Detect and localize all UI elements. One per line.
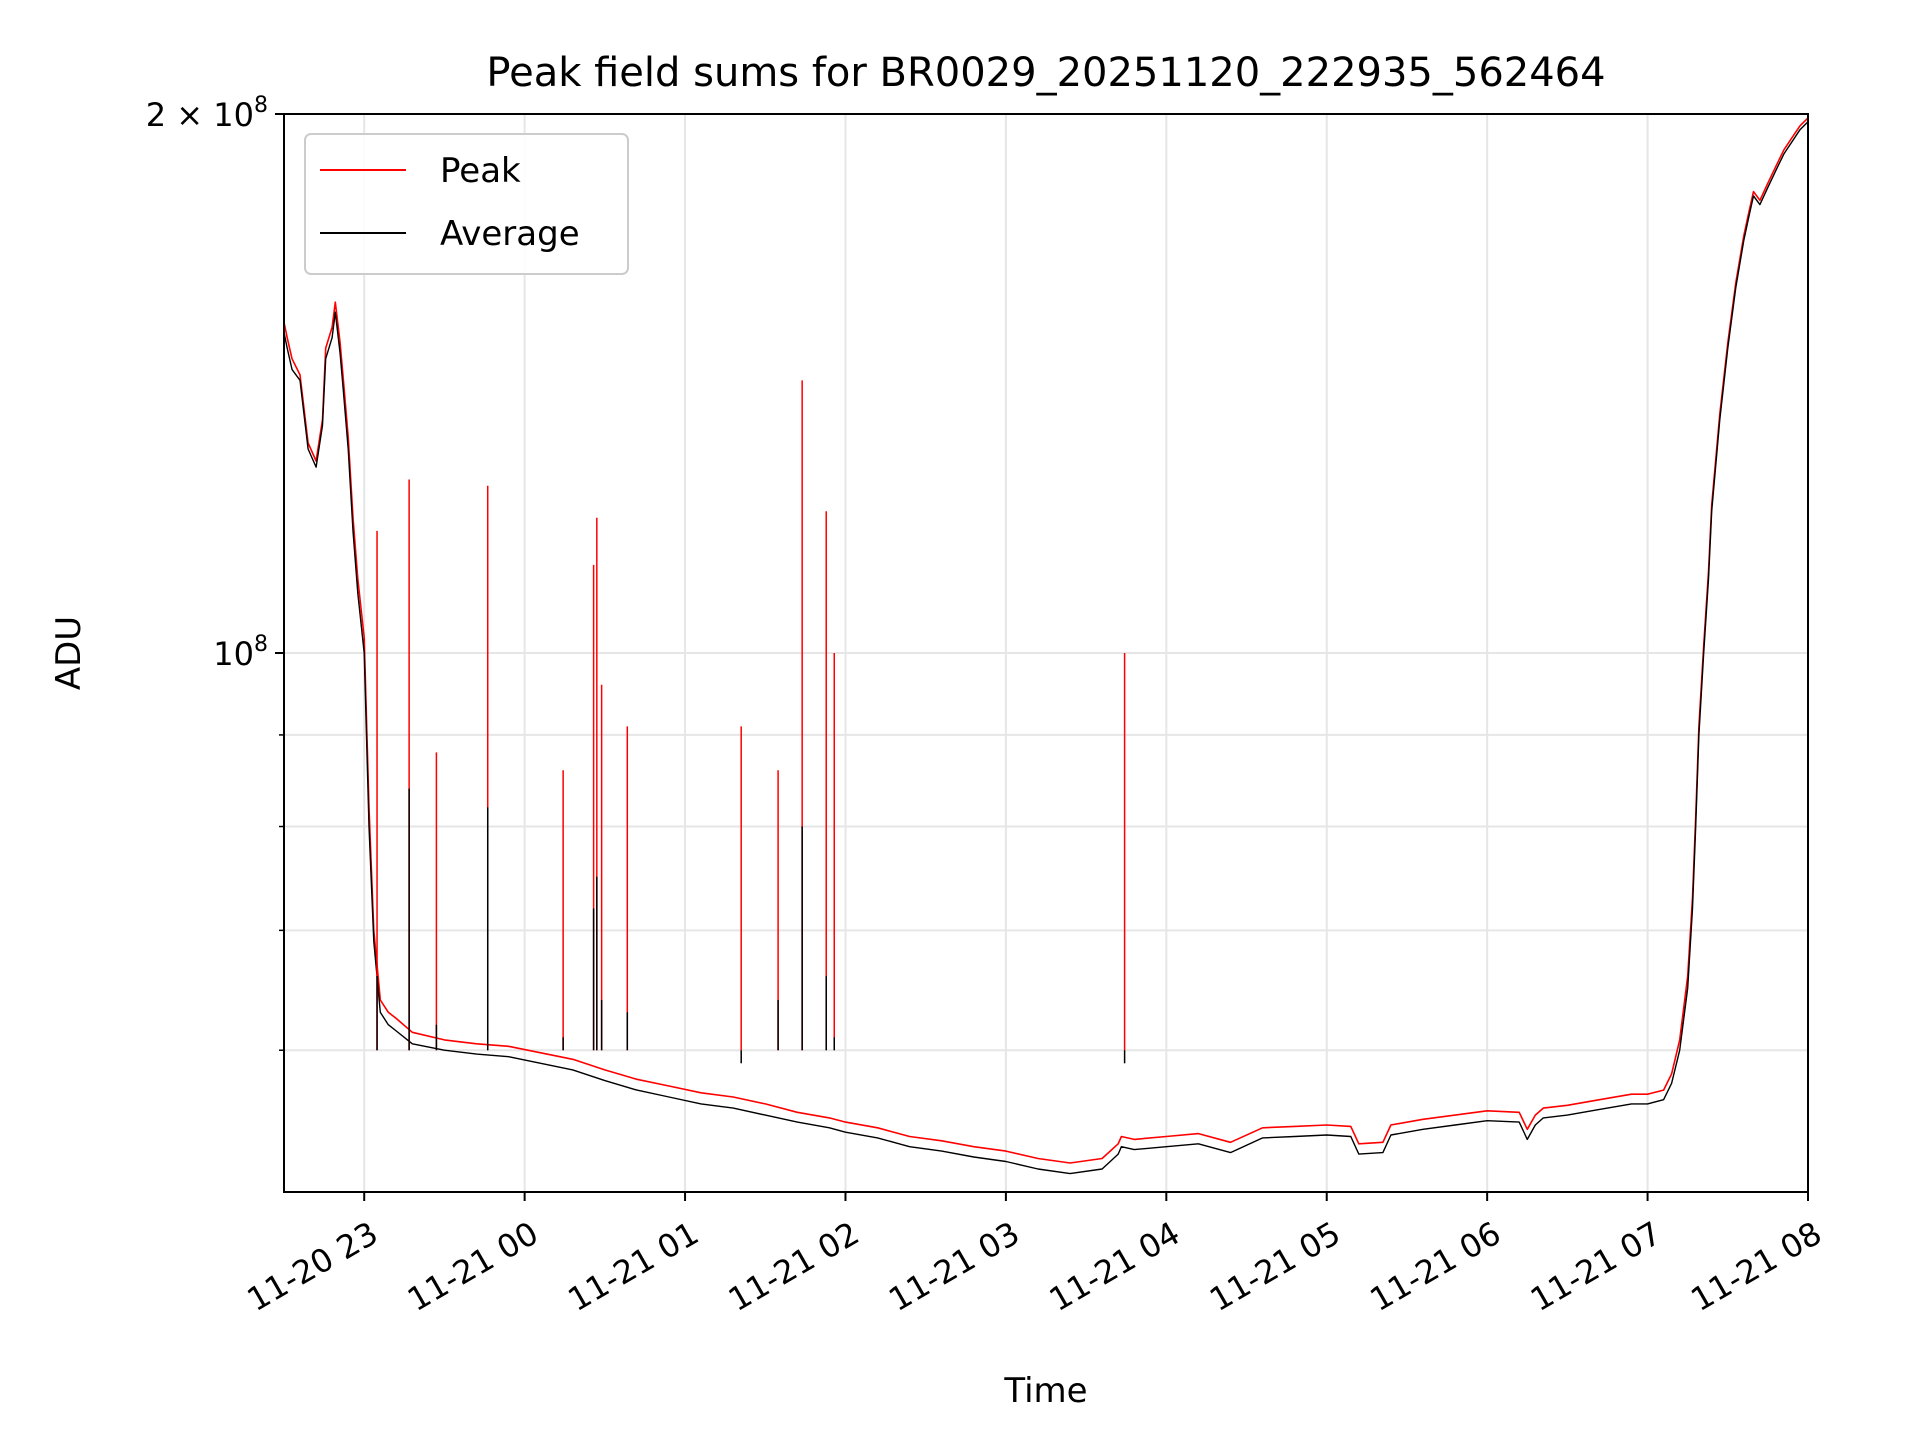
legend: Peak Average: [304, 133, 629, 275]
y-tick-label: 108: [213, 632, 268, 673]
legend-peak-label: Peak: [440, 151, 521, 191]
y-axis-label: ADU: [49, 616, 89, 690]
legend-average-label: Average: [440, 214, 580, 254]
series-line-average: [283, 121, 1809, 1175]
series-layer: [283, 117, 1809, 1175]
chart-title: Peak field sums for BR0029_20251120_2229…: [486, 50, 1605, 96]
y-tick-label: 2 × 108: [146, 93, 268, 134]
x-axis-label: Time: [1003, 1371, 1087, 1411]
